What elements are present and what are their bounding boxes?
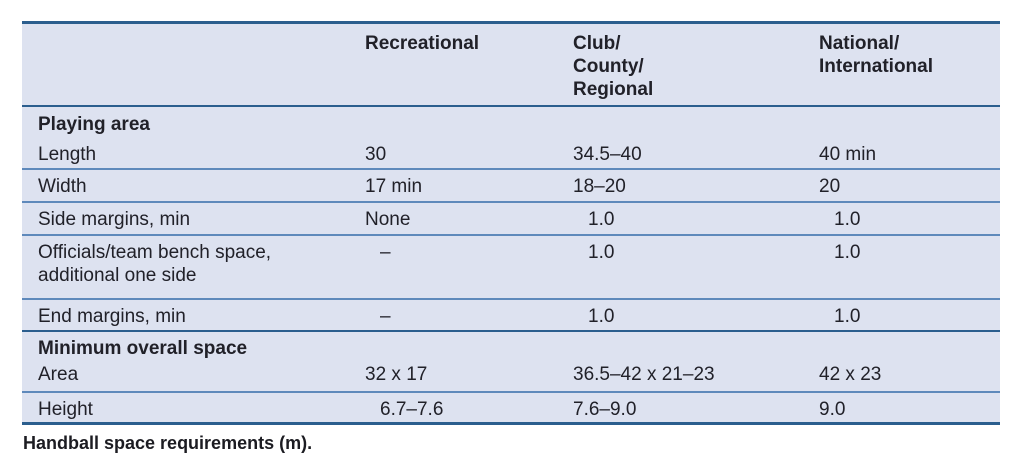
- table-row-area: Area 32 x 17 36.5–42 x 21–23 42 x 23: [22, 361, 1000, 391]
- cell-value: 18–20: [573, 176, 626, 197]
- column-header-club-county-regional: Club/ County/ Regional: [573, 33, 654, 100]
- row-label: Height: [38, 399, 93, 420]
- cell-value: 32 x 17: [365, 364, 428, 385]
- row-label: Side margins, min: [38, 209, 191, 230]
- cell-value: 42 x 23: [819, 364, 882, 385]
- cell-value: 36.5–42 x 21–23: [573, 364, 715, 385]
- cell-value: 1.0: [588, 209, 615, 230]
- table-row-width: Width 17 min 18–20 20: [22, 168, 1000, 201]
- cell-value: 17 min: [365, 176, 423, 197]
- column-header-empty: [22, 24, 352, 105]
- table-row-length: Length 30 34.5–40 40 min: [22, 140, 1000, 168]
- table-row-side-margins: Side margins, min None 1.0 1.0: [22, 201, 1000, 234]
- row-label: Area: [38, 364, 79, 385]
- table-row-height: Height 6.7–7.6 7.6–9.0 9.0: [22, 391, 1000, 422]
- cell-value: 34.5–40: [573, 144, 642, 165]
- cell-value: 9.0: [819, 399, 846, 420]
- column-header-recreational: Recreational: [365, 33, 480, 54]
- row-label: Officials/team bench space, additional o…: [38, 242, 272, 286]
- row-label: Length: [38, 144, 97, 165]
- table-caption: Handball space requirements (m).: [23, 433, 313, 453]
- cell-value: 1.0: [588, 306, 615, 327]
- row-label: Width: [38, 176, 87, 197]
- table-row-end-margins: End margins, min – 1.0 1.0: [22, 298, 1000, 330]
- cell-value: 7.6–9.0: [573, 399, 637, 420]
- cell-value: 1.0: [834, 306, 861, 327]
- section-title: Minimum overall space: [38, 338, 248, 359]
- cell-value: 1.0: [834, 209, 861, 230]
- column-header-national-international: National/ International: [819, 33, 934, 77]
- section-title: Playing area: [38, 114, 150, 135]
- cell-value: 1.0: [834, 242, 861, 263]
- cell-value: 30: [365, 144, 387, 165]
- section-row-playing-area: Playing area: [22, 107, 1000, 140]
- section-row-minimum-overall-space: Minimum overall space: [22, 330, 1000, 361]
- header-row: Recreational Club/ County/ Regional Nati…: [22, 24, 1000, 107]
- table-row-officials-bench-space: Officials/team bench space, additional o…: [22, 234, 1000, 298]
- handball-requirements-table: Recreational Club/ County/ Regional Nati…: [22, 21, 1000, 425]
- cell-value: 6.7–7.6: [380, 399, 444, 420]
- row-label: End margins, min: [38, 306, 186, 327]
- cell-value: 1.0: [588, 242, 615, 263]
- cell-value: 40 min: [819, 144, 877, 165]
- cell-value: –: [380, 306, 391, 327]
- cell-value: None: [365, 209, 411, 230]
- cell-value: 20: [819, 176, 841, 197]
- cell-value: –: [380, 242, 391, 263]
